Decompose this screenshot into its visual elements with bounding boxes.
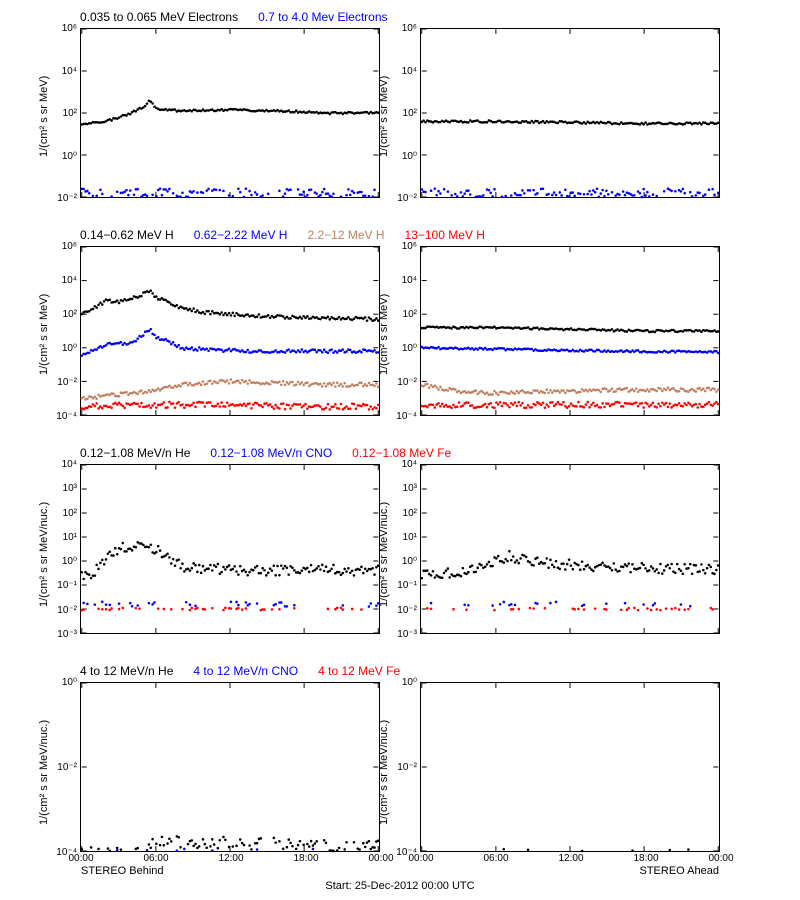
y-axis-label: 1/(cm² s sr MeV) bbox=[378, 76, 390, 157]
plot-panel-r2-c1: 10⁻³10⁻²10⁻¹10⁰10¹10²10³10⁴ bbox=[420, 464, 720, 634]
y-tick-label: 10⁻³ bbox=[47, 629, 77, 640]
y-tick-label: 10² bbox=[47, 309, 77, 320]
title-segment: 4 to 12 MeV Fe bbox=[318, 664, 400, 678]
y-tick-label: 10⁻⁴ bbox=[387, 411, 417, 422]
x-tick-label: 00:00 bbox=[401, 853, 441, 864]
plot-svg bbox=[81, 29, 379, 197]
panel-title-row-1: 0.14−0.62 MeV H 0.62−2.22 MeV H 2.2−12 MeV… bbox=[80, 228, 505, 242]
title-segment: 4 to 12 MeV/n CNO bbox=[193, 664, 298, 678]
title-segment: 0.62−2.22 MeV H bbox=[194, 228, 288, 242]
plot-panel-r1-c0: 10⁻⁴10⁻²10⁰10²10⁴10⁶ bbox=[80, 246, 380, 416]
plot-svg bbox=[421, 247, 719, 415]
y-tick-label: 10⁶ bbox=[387, 241, 417, 252]
title-segment: 0.12−1.08 MeV/n He bbox=[80, 446, 190, 460]
y-axis-label: 1/(cm² s sr MeV) bbox=[38, 76, 50, 157]
x-tick-label: 00:00 bbox=[701, 853, 741, 864]
y-axis-label: 1/(cm² s sr MeV/nuc.) bbox=[38, 720, 50, 825]
title-segment: 0.14−0.62 MeV H bbox=[80, 228, 174, 242]
x-tick-label: 00:00 bbox=[61, 853, 101, 864]
y-tick-label: 10⁻⁴ bbox=[47, 411, 77, 422]
panel-title-row-3: 4 to 12 MeV/n He 4 to 12 MeV/n CNO 4 to 12… bbox=[80, 664, 420, 678]
y-axis-label: 1/(cm² s sr MeV) bbox=[38, 294, 50, 375]
y-tick-label: 10⁴ bbox=[47, 275, 77, 286]
title-segment: 0.12−1.08 MeV Fe bbox=[352, 446, 451, 460]
y-tick-label: 10⁻² bbox=[47, 762, 77, 773]
y-tick-label: 10¹ bbox=[387, 532, 417, 543]
plot-panel-r3-c1: 10⁻⁴10⁻²10⁰00:0006:0012:0018:0000:00STER… bbox=[420, 682, 720, 852]
y-tick-label: 10⁻³ bbox=[387, 629, 417, 640]
plot-panel-r0-c0: 10⁻²10⁰10²10⁴10⁶ bbox=[80, 28, 380, 198]
y-tick-label: 10⁰ bbox=[47, 151, 77, 162]
y-tick-label: 10⁻¹ bbox=[387, 580, 417, 591]
y-tick-label: 10³ bbox=[387, 483, 417, 494]
y-tick-label: 10⁴ bbox=[387, 66, 417, 77]
panel-title-row-2: 0.12−1.08 MeV/n He 0.12−1.08 MeV/n CNO 0.1… bbox=[80, 446, 471, 460]
y-tick-label: 10² bbox=[387, 309, 417, 320]
plot-svg bbox=[81, 683, 379, 851]
y-axis-label: 1/(cm² s sr MeV/nuc.) bbox=[378, 720, 390, 825]
y-tick-label: 10³ bbox=[47, 483, 77, 494]
y-tick-label: 10⁰ bbox=[47, 343, 77, 354]
plot-panel-r0-c1: 10⁻²10⁰10²10⁴10⁶ bbox=[420, 28, 720, 198]
y-tick-label: 10⁰ bbox=[387, 677, 417, 688]
y-tick-label: 10² bbox=[47, 508, 77, 519]
y-tick-label: 10⁴ bbox=[47, 66, 77, 77]
panel-title-row-0: 0.035 to 0.065 MeV Electrons 0.7 to 4.0 M… bbox=[80, 10, 408, 24]
y-tick-label: 10⁻² bbox=[387, 605, 417, 616]
y-tick-label: 10¹ bbox=[47, 532, 77, 543]
y-tick-label: 10⁴ bbox=[47, 459, 77, 470]
plot-svg bbox=[81, 247, 379, 415]
x-tick-label: 18:00 bbox=[286, 853, 326, 864]
y-tick-label: 10⁻² bbox=[387, 377, 417, 388]
y-tick-label: 10⁻² bbox=[387, 193, 417, 204]
title-segment: 0.12−1.08 MeV/n CNO bbox=[210, 446, 332, 460]
x-tick-label: 12:00 bbox=[551, 853, 591, 864]
x-tick-label: 06:00 bbox=[136, 853, 176, 864]
y-tick-label: 10⁻² bbox=[47, 605, 77, 616]
plot-panel-r3-c0: 10⁻⁴10⁻²10⁰00:0006:0012:0018:0000:00STER… bbox=[80, 682, 380, 852]
y-tick-label: 10⁶ bbox=[47, 241, 77, 252]
y-tick-label: 10⁻² bbox=[47, 377, 77, 388]
title-segment: 13−100 MeV H bbox=[405, 228, 485, 242]
y-tick-label: 10⁰ bbox=[387, 556, 417, 567]
y-tick-label: 10⁴ bbox=[387, 459, 417, 470]
title-segment: 4 to 12 MeV/n He bbox=[80, 664, 173, 678]
y-tick-label: 10² bbox=[387, 108, 417, 119]
y-tick-label: 10⁰ bbox=[387, 343, 417, 354]
plot-svg bbox=[81, 465, 379, 633]
plot-panel-r1-c1: 10⁻⁴10⁻²10⁰10²10⁴10⁶ bbox=[420, 246, 720, 416]
y-axis-label: 1/(cm² s sr MeV/nuc.) bbox=[378, 502, 390, 607]
plot-svg bbox=[421, 683, 719, 851]
y-tick-label: 10⁻² bbox=[47, 193, 77, 204]
footer-left: STEREO Behind bbox=[81, 865, 164, 877]
plot-svg bbox=[421, 29, 719, 197]
y-tick-label: 10⁶ bbox=[387, 23, 417, 34]
y-axis-label: 1/(cm² s sr MeV/nuc.) bbox=[38, 502, 50, 607]
y-tick-label: 10⁰ bbox=[387, 151, 417, 162]
y-tick-label: 10⁶ bbox=[47, 23, 77, 34]
y-tick-label: 10⁰ bbox=[47, 677, 77, 688]
footer-center: Start: 25-Dec-2012 00:00 UTC bbox=[0, 880, 800, 892]
y-tick-label: 10⁻² bbox=[387, 762, 417, 773]
y-tick-label: 10² bbox=[47, 108, 77, 119]
plot-svg bbox=[421, 465, 719, 633]
title-segment: 0.035 to 0.065 MeV Electrons bbox=[80, 10, 238, 24]
title-segment: 2.2−12 MeV H bbox=[307, 228, 384, 242]
y-tick-label: 10⁴ bbox=[387, 275, 417, 286]
y-axis-label: 1/(cm² s sr MeV) bbox=[378, 294, 390, 375]
x-tick-label: 18:00 bbox=[626, 853, 666, 864]
y-tick-label: 10⁻¹ bbox=[47, 580, 77, 591]
y-tick-label: 10² bbox=[387, 508, 417, 519]
title-segment: 0.7 to 4.0 Mev Electrons bbox=[258, 10, 387, 24]
x-tick-label: 12:00 bbox=[211, 853, 251, 864]
x-tick-label: 06:00 bbox=[476, 853, 516, 864]
footer-right: STEREO Ahead bbox=[640, 865, 720, 877]
plot-panel-r2-c0: 10⁻³10⁻²10⁻¹10⁰10¹10²10³10⁴ bbox=[80, 464, 380, 634]
y-tick-label: 10⁰ bbox=[47, 556, 77, 567]
